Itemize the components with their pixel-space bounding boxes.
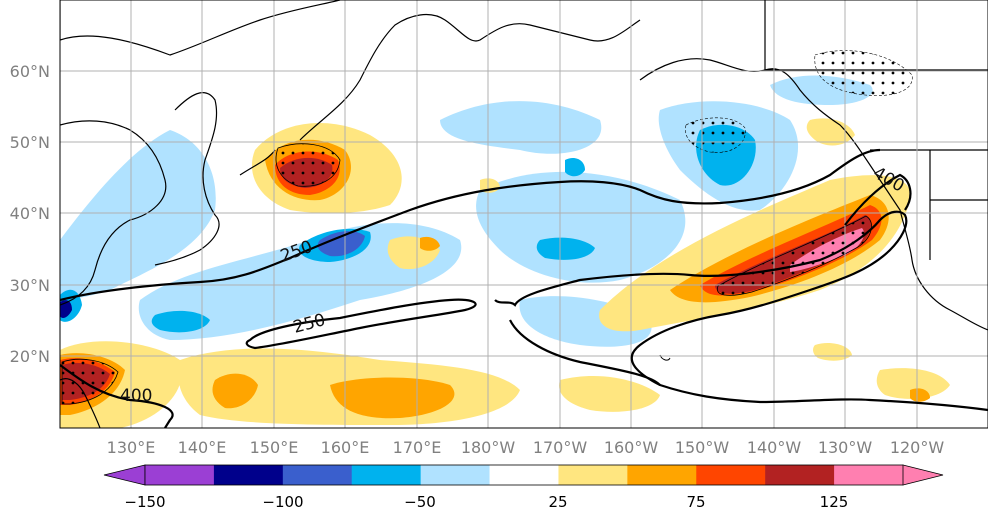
- lat-label: 30°N: [10, 276, 50, 295]
- colorbar-extend-min: [103, 464, 146, 486]
- colorbar-segment: [282, 465, 353, 485]
- colorbar-segment: [489, 465, 559, 485]
- lon-label: 170°E: [393, 438, 442, 457]
- lat-label: 40°N: [10, 204, 50, 223]
- colorbar-tick-labels: −150 −100 −50 25 75 125: [124, 493, 848, 511]
- lon-label: 120°W: [890, 438, 945, 457]
- colorbar-tick-label: 125: [820, 493, 849, 511]
- colorbar-tick-label: −100: [262, 493, 303, 511]
- lat-label: 20°N: [10, 347, 50, 366]
- colorbar-extend-max: [902, 464, 944, 486]
- colorbar-segment: [834, 465, 904, 485]
- colorbar-tick-label: 75: [686, 493, 705, 511]
- colorbar-segment: [420, 465, 491, 485]
- lon-label: 160°E: [321, 438, 370, 457]
- lon-label: 130°E: [107, 438, 156, 457]
- colorbar-frame: [144, 464, 904, 486]
- lat-label: 50°N: [10, 133, 50, 152]
- grid-lines: [60, 0, 988, 428]
- map-panel: 250 250 400 400: [60, 0, 988, 428]
- colorbar-tick-label: −150: [124, 493, 165, 511]
- lon-label: 150°W: [675, 438, 730, 457]
- colorbar-segment: [145, 465, 215, 485]
- colorbar-tick-label: 25: [548, 493, 567, 511]
- lon-label: 180°W: [461, 438, 516, 457]
- colorbar-segment: [627, 465, 697, 485]
- colorbar-segment: [558, 465, 628, 485]
- lon-label: 140°E: [178, 438, 227, 457]
- colorbar-segment: [696, 465, 766, 485]
- lon-label: 140°W: [747, 438, 802, 457]
- lon-label: 150°E: [250, 438, 299, 457]
- contour-label-400-west: 400: [120, 386, 152, 406]
- lon-label: 170°W: [533, 438, 588, 457]
- colorbar-segment: [213, 465, 284, 485]
- coastlines: [60, 0, 988, 428]
- colorbar-segment: [351, 465, 422, 485]
- lat-label: 60°N: [10, 62, 50, 81]
- map-frame: [59, 0, 988, 429]
- lon-label: 160°W: [604, 438, 659, 457]
- longitude-labels: 130°E 140°E 150°E 160°E 170°E 180°W 170°…: [107, 438, 945, 457]
- climatology-contours: [60, 148, 988, 428]
- latitude-labels: 60°N 50°N 40°N 30°N 20°N: [10, 62, 50, 366]
- colorbar-tick-label: −50: [404, 493, 436, 511]
- significance-stippling: [61, 50, 913, 405]
- lon-label: 130°W: [818, 438, 873, 457]
- colorbar-segment: [765, 465, 835, 485]
- colorbar: −150 −100 −50 25 75 125: [103, 464, 944, 511]
